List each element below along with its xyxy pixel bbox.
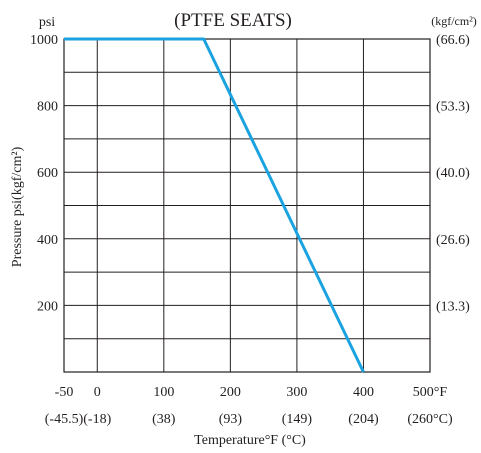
y-tick-label: 600 [37,166,58,181]
x-tick-label-celsius: (149) [282,412,313,427]
x-tick-label-celsius: (-18) [83,412,111,427]
y-tick-label: 800 [37,100,58,115]
x-tick-label-celsius: (93) [219,412,243,427]
x-tick-label-celsius: (38) [152,412,176,427]
y-tick-label: 400 [37,233,58,248]
x-tick-label-celsius: (-45.5) [45,412,84,427]
y-tick-label: 200 [37,299,58,314]
y-axis-label: Pressure psi(kgf/cm²) [10,146,25,267]
pressure-rating-line [64,37,365,373]
x-tick-label: 200 [220,385,241,400]
left-unit-label: psi [39,15,55,30]
series-layer [64,37,365,373]
x-tick-labels: -50 (-45.5) 0 (-18) 100 (38) 200 (93) 300 (149) 40… [45,385,453,427]
x-tick-label-celsius: (204) [348,412,379,427]
y-tick-label-right: (40.0) [436,166,470,181]
y-tick-label-right: (26.6) [436,233,470,248]
x-tick-label: 100 [153,385,174,400]
plot-border [63,38,431,373]
y-tick-label-right: (66.6) [436,33,470,48]
chart-title: (PTFE SEATS) [174,10,292,31]
right-unit-label: (kgf/cm²) [431,14,477,28]
x-tick-label: 500°F [413,385,448,400]
y-tick-label-right: (53.3) [436,100,470,115]
x-tick-label: -50 [55,385,74,400]
x-tick-label: 400 [353,385,374,400]
x-tick-label-celsius: (260°C) [407,412,453,427]
plot-frame [63,38,431,373]
y-tick-labels: 1000 (66.6) 800 (53.3) 600 (40.0) 400 (26.6) 200… [30,33,470,314]
x-tick-label: 0 [94,385,101,400]
x-tick-label: 300 [286,385,307,400]
x-axis-label: Temperature°F (°C) [194,433,306,448]
y-tick-label: 1000 [30,33,58,48]
y-tick-label-right: (13.3) [436,299,470,314]
grid-lines [64,39,430,372]
